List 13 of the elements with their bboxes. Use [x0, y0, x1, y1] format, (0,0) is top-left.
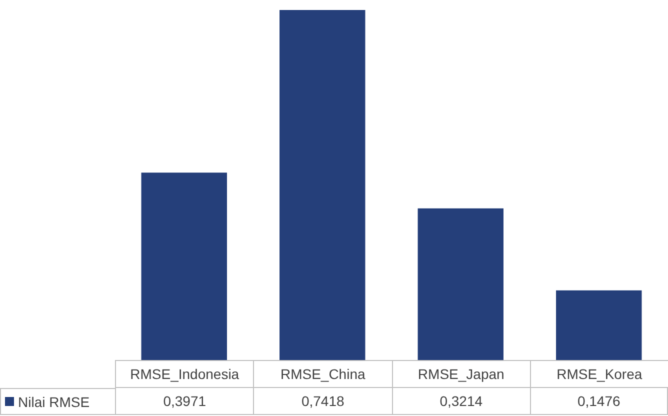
- x-tick-label: RMSE_Korea: [530, 361, 668, 388]
- bar: [280, 10, 366, 360]
- bar: [556, 290, 642, 360]
- data-label: 0,3214: [392, 388, 530, 415]
- x-tick-label: RMSE_Indonesia: [115, 361, 254, 388]
- x-tick-label: RMSE_China: [253, 361, 392, 388]
- bar: [418, 208, 504, 360]
- data-label: 0,7418: [253, 388, 392, 415]
- legend-label: Nilai RMSE: [0, 388, 115, 415]
- data-label: 0,1476: [530, 388, 668, 415]
- data-label: 0,3971: [115, 388, 254, 415]
- x-tick-label: RMSE_Japan: [392, 361, 530, 388]
- bar: [141, 172, 227, 360]
